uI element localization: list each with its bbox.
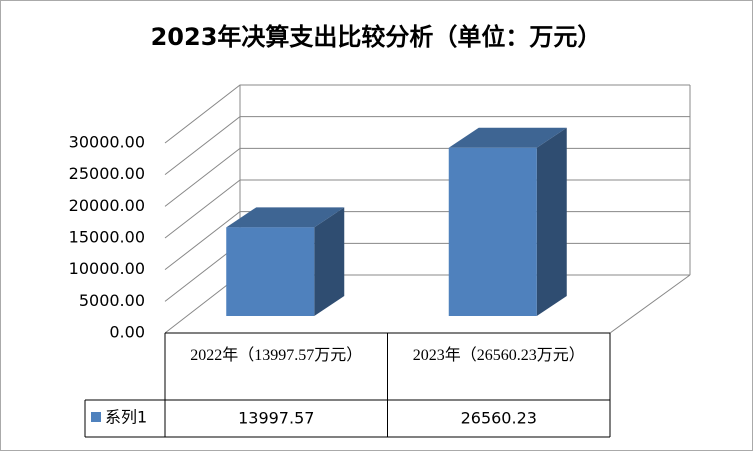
table-value: 26560.23 — [461, 409, 537, 428]
y-tick-label: 5000.00 — [79, 291, 145, 310]
y-tick-label: 30000.00 — [69, 133, 145, 152]
legend-label: 系列1 — [105, 408, 147, 427]
bar — [448, 147, 537, 316]
grid-line — [164, 116, 690, 176]
y-tick-label: 0.00 — [109, 323, 145, 342]
y-tick-label: 20000.00 — [69, 196, 145, 215]
bar-top — [448, 127, 567, 148]
bar-top — [226, 207, 345, 228]
table-value: 13997.57 — [238, 409, 314, 428]
x-tick-label: 2023年（26560.23万元） — [412, 347, 585, 364]
category-cell: 2023年（26560.23万元） — [412, 347, 585, 364]
chart-title: 2023年决算支出比较分析（单位：万元） — [151, 23, 602, 51]
y-tick-label: 15000.00 — [69, 228, 145, 247]
y-tick-label: 10000.00 — [69, 259, 145, 278]
bar-side — [536, 127, 567, 316]
grid-line — [164, 84, 690, 144]
bar — [226, 227, 315, 316]
y-tick-label: 25000.00 — [69, 164, 145, 183]
x-tick-label: 2022年（13997.57万元） — [190, 347, 363, 364]
category-cell: 2022年（13997.57万元） — [190, 347, 363, 364]
legend-swatch — [91, 412, 101, 422]
bar-side — [314, 207, 345, 316]
